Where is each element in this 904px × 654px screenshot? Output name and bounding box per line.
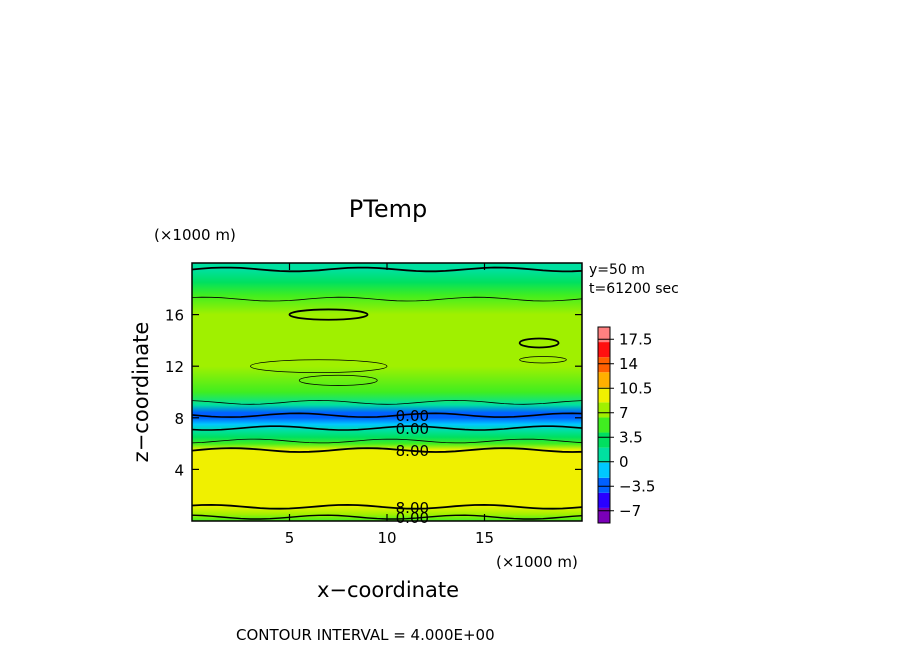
y-tick-label: 16 bbox=[165, 307, 184, 325]
y-axis-label: z−coordinate bbox=[129, 322, 153, 463]
chart-title: PTemp bbox=[349, 195, 427, 223]
colorbar-swatch bbox=[598, 327, 610, 343]
x-axis: 5 10 15 bbox=[285, 263, 494, 547]
colorbar-swatch bbox=[598, 417, 610, 433]
colorbar-swatch bbox=[598, 447, 610, 463]
y-tick-label: 8 bbox=[174, 410, 184, 428]
colorbar-swatch bbox=[598, 507, 610, 523]
colorbar-tick-label: 14 bbox=[619, 355, 638, 373]
colorbar-swatch bbox=[598, 372, 610, 388]
plot-area bbox=[191, 263, 583, 521]
colorbar-swatch bbox=[598, 492, 610, 508]
contour-closed bbox=[288, 308, 369, 321]
colorbar-tick-label: 0 bbox=[619, 453, 629, 471]
contour-line bbox=[191, 503, 583, 510]
y-tick-label: 4 bbox=[174, 461, 184, 479]
colorbar: 17.5 14 10.5 7 3.5 0 −3.5 −7 bbox=[597, 326, 655, 524]
contour-label: 0.00 bbox=[396, 509, 429, 527]
contour-label: 0.00 bbox=[396, 420, 429, 438]
annotation-time: t=61200 sec bbox=[589, 281, 679, 297]
x-tick-label: 10 bbox=[377, 529, 396, 547]
colorbar-swatch bbox=[598, 432, 610, 448]
y-tick-label: 12 bbox=[165, 358, 184, 376]
y-axis: 4 8 12 16 bbox=[165, 307, 582, 479]
contour-line bbox=[191, 447, 583, 453]
contour-label: 0.00 bbox=[396, 407, 429, 425]
colorbar-tick-label: 3.5 bbox=[619, 428, 643, 446]
x-unit-label: (×1000 m) bbox=[496, 553, 578, 571]
colorbar-swatch bbox=[598, 477, 610, 493]
contour-label: 8.00 bbox=[396, 442, 429, 460]
contour-label: 8.00 bbox=[396, 499, 429, 517]
x-tick-label: 15 bbox=[475, 529, 494, 547]
x-tick-label: 5 bbox=[285, 529, 295, 547]
colorbar-tick-label: 7 bbox=[619, 404, 629, 422]
contour-line bbox=[191, 425, 583, 431]
colorbar-swatch bbox=[598, 402, 610, 418]
colorbar-frame bbox=[597, 326, 611, 524]
colorbar-tick-label: −7 bbox=[619, 502, 641, 520]
contour-closed bbox=[519, 356, 567, 364]
contour-interval-note: CONTOUR INTERVAL = 4.000E+00 bbox=[236, 626, 495, 644]
colorbar-swatch bbox=[598, 357, 610, 373]
contour-labels: 0.000.008.008.000.00 bbox=[396, 407, 429, 527]
contour-closed bbox=[518, 337, 560, 349]
colorbar-swatch bbox=[598, 462, 610, 478]
y-unit-label: (×1000 m) bbox=[154, 226, 236, 244]
contour-closed bbox=[250, 359, 388, 374]
colorbar-swatch bbox=[598, 342, 610, 358]
x-axis-label: x−coordinate bbox=[317, 578, 459, 602]
contour-closed bbox=[298, 374, 378, 386]
colorbar-tick-label: 10.5 bbox=[619, 379, 652, 397]
colorbar-swatch bbox=[598, 387, 610, 403]
contour-line bbox=[191, 399, 583, 405]
colorbar-tick-label: −3.5 bbox=[619, 477, 655, 495]
colorbar-tick-label: 17.5 bbox=[619, 330, 652, 348]
contour-line bbox=[191, 438, 583, 444]
contour-line bbox=[191, 296, 583, 302]
contour-line bbox=[191, 412, 583, 418]
annotation-y-slice: y=50 m bbox=[589, 262, 645, 278]
field-fill bbox=[192, 263, 582, 521]
